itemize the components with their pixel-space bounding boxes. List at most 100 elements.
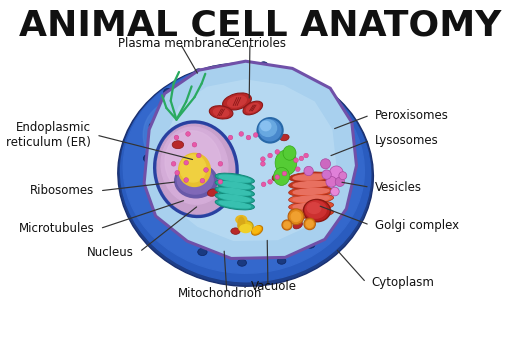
Ellipse shape: [261, 121, 271, 131]
Text: Cytoplasm: Cytoplasm: [372, 276, 435, 289]
Circle shape: [304, 166, 313, 176]
Ellipse shape: [307, 203, 321, 213]
Ellipse shape: [165, 131, 221, 195]
Ellipse shape: [209, 66, 217, 72]
Circle shape: [304, 218, 316, 230]
Ellipse shape: [143, 94, 290, 201]
Ellipse shape: [283, 146, 296, 160]
Ellipse shape: [215, 222, 226, 231]
Ellipse shape: [293, 196, 329, 202]
Circle shape: [192, 142, 197, 147]
Ellipse shape: [152, 197, 163, 206]
Circle shape: [291, 212, 301, 222]
Ellipse shape: [253, 226, 261, 233]
Ellipse shape: [149, 122, 159, 130]
Circle shape: [261, 157, 265, 161]
Text: Ribosomes: Ribosomes: [30, 184, 95, 197]
Polygon shape: [144, 61, 357, 258]
Ellipse shape: [342, 180, 350, 187]
Circle shape: [184, 160, 189, 165]
Text: ANIMAL CELL ANATOMY: ANIMAL CELL ANATOMY: [19, 9, 501, 43]
Ellipse shape: [293, 174, 329, 180]
Ellipse shape: [215, 193, 254, 203]
Ellipse shape: [334, 112, 344, 119]
Circle shape: [282, 171, 287, 176]
Circle shape: [171, 161, 176, 166]
Ellipse shape: [223, 93, 251, 110]
Circle shape: [335, 177, 345, 186]
Ellipse shape: [246, 104, 259, 112]
Ellipse shape: [259, 62, 268, 68]
Ellipse shape: [289, 172, 334, 182]
Circle shape: [326, 176, 336, 187]
Ellipse shape: [179, 153, 210, 186]
Ellipse shape: [238, 259, 246, 266]
Ellipse shape: [219, 195, 251, 201]
Ellipse shape: [236, 216, 246, 224]
Ellipse shape: [307, 192, 319, 200]
Circle shape: [294, 158, 298, 163]
Ellipse shape: [327, 216, 336, 223]
Text: Nucleus: Nucleus: [87, 246, 134, 258]
Ellipse shape: [272, 173, 282, 181]
Text: Microtubules: Microtubules: [19, 222, 95, 235]
Ellipse shape: [154, 122, 238, 217]
Circle shape: [253, 132, 258, 137]
Ellipse shape: [316, 194, 326, 202]
Ellipse shape: [293, 210, 329, 216]
Ellipse shape: [238, 217, 244, 231]
Ellipse shape: [164, 88, 173, 95]
Ellipse shape: [257, 118, 283, 143]
Circle shape: [331, 187, 339, 196]
Text: Lysosomes: Lysosomes: [375, 134, 439, 147]
Text: Vacuole: Vacuole: [251, 280, 297, 293]
Ellipse shape: [305, 201, 326, 218]
Circle shape: [330, 166, 343, 180]
Circle shape: [204, 167, 209, 172]
Ellipse shape: [161, 127, 228, 204]
Circle shape: [197, 153, 201, 158]
Ellipse shape: [285, 71, 293, 77]
Ellipse shape: [289, 179, 334, 189]
Text: Centrioles: Centrioles: [226, 37, 287, 50]
Ellipse shape: [293, 203, 329, 209]
Ellipse shape: [277, 258, 286, 264]
Circle shape: [268, 180, 272, 184]
Ellipse shape: [243, 101, 263, 115]
Ellipse shape: [215, 180, 254, 190]
Ellipse shape: [215, 199, 254, 210]
Circle shape: [299, 156, 304, 161]
Circle shape: [218, 180, 223, 184]
Circle shape: [261, 161, 265, 166]
Ellipse shape: [219, 188, 251, 195]
Ellipse shape: [144, 154, 153, 162]
Circle shape: [184, 177, 189, 182]
Circle shape: [304, 153, 308, 158]
Circle shape: [320, 159, 331, 169]
Text: Mitochondrion: Mitochondrion: [178, 287, 263, 300]
Ellipse shape: [303, 199, 330, 222]
Circle shape: [218, 161, 223, 166]
Ellipse shape: [210, 106, 233, 119]
Ellipse shape: [215, 186, 254, 197]
Circle shape: [175, 170, 179, 175]
Ellipse shape: [255, 226, 265, 234]
Ellipse shape: [291, 216, 301, 224]
Ellipse shape: [207, 189, 217, 196]
Ellipse shape: [238, 221, 253, 231]
Ellipse shape: [280, 134, 289, 141]
Ellipse shape: [157, 124, 235, 214]
Ellipse shape: [231, 228, 240, 234]
Circle shape: [186, 131, 190, 136]
Circle shape: [322, 170, 331, 179]
Text: Vesicles: Vesicles: [375, 181, 422, 194]
Ellipse shape: [215, 173, 254, 184]
Circle shape: [239, 131, 243, 136]
Circle shape: [306, 220, 313, 228]
Ellipse shape: [275, 150, 297, 175]
Text: Plasma membrane: Plasma membrane: [118, 37, 229, 50]
Circle shape: [228, 135, 233, 140]
Ellipse shape: [198, 248, 207, 256]
Ellipse shape: [259, 120, 277, 136]
Circle shape: [282, 220, 292, 230]
